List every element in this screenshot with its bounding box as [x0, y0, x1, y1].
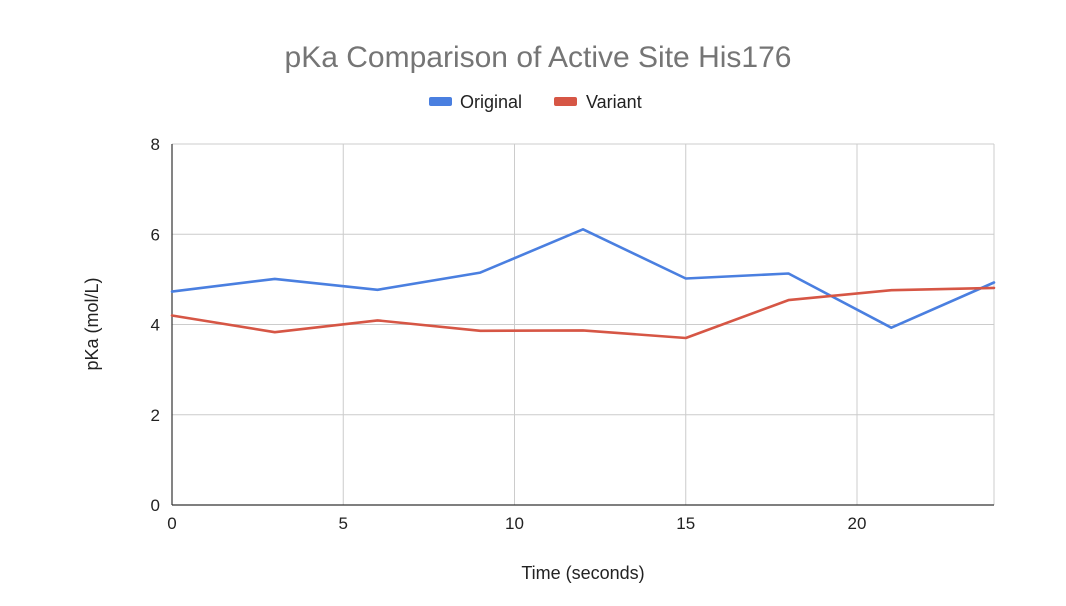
gridlines [172, 143, 995, 505]
y-axis-ticks: 0 2 4 6 8 [151, 135, 160, 515]
y-tick-label: 0 [151, 496, 160, 515]
x-axis-title: Time (seconds) [521, 563, 644, 583]
legend-label-variant: Variant [586, 92, 642, 112]
y-tick-label: 4 [151, 316, 160, 335]
x-axis-ticks: 0 5 10 15 20 [167, 514, 866, 533]
x-tick-label: 15 [676, 514, 695, 533]
series-line-original [170, 228, 996, 330]
series-lines [170, 228, 996, 340]
y-tick-label: 2 [151, 406, 160, 425]
chart-title: pKa Comparison of Active Site His176 [285, 41, 792, 74]
legend-swatch-original [429, 97, 452, 106]
y-axis-title: pKa (mol/L) [82, 277, 102, 370]
legend: Original Variant [429, 92, 642, 112]
series-line-variant [170, 286, 996, 340]
x-tick-label: 0 [167, 514, 176, 533]
x-tick-label: 5 [339, 514, 348, 533]
x-tick-label: 10 [505, 514, 524, 533]
legend-swatch-variant [554, 97, 577, 106]
legend-label-original: Original [460, 92, 522, 112]
y-tick-label: 6 [151, 225, 160, 244]
axes [171, 144, 994, 506]
y-tick-label: 8 [151, 135, 160, 154]
x-tick-label: 20 [848, 514, 867, 533]
